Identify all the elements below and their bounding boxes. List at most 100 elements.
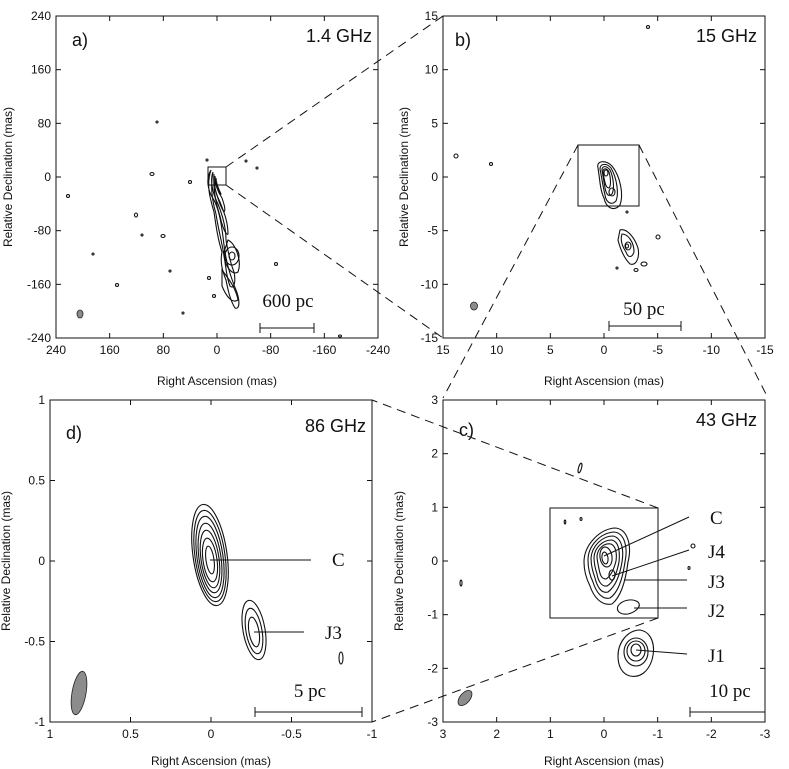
panel-a-y-ticks: 240 160 80 0 -80 -160 -240 — [27, 9, 378, 345]
panel-c-frequency: 43 GHz — [696, 410, 757, 430]
panel-d-ytick-label: -0.5 — [24, 635, 45, 649]
panel-a-xtick-label: -80 — [262, 343, 280, 357]
panel-d-scalebar-label: 5 pc — [294, 681, 326, 702]
panel-c-scalebar-label: 10 pc — [709, 681, 751, 702]
panel-c-label: c) — [459, 420, 474, 440]
panel-c-noise-blobs — [459, 462, 696, 587]
panel-c-y-ticks: 3 2 1 0 -1 -2 -3 — [427, 393, 765, 729]
panel-d: 1 0.5 0 -0.5 -1 1 0.5 0 -0.5 -1 d) 86 GHz Right … — [0, 393, 378, 768]
panel-b-zoom-box — [577, 144, 640, 207]
panel-c-ytick-label: -1 — [427, 608, 438, 622]
panel-b-label: b) — [455, 30, 471, 50]
panel-b-ytick-label: -10 — [421, 277, 439, 291]
panel-d-j3-contours — [241, 599, 267, 661]
panel-d-xlabel: Right Ascension (mas) — [151, 754, 271, 768]
panel-c-ytick-label: -3 — [427, 715, 438, 729]
zoom-connectors — [225, 15, 769, 723]
panel-b-ytick-label: 5 — [431, 116, 438, 130]
panel-d-ytick-label: 0.5 — [28, 474, 45, 488]
panel-a-frequency: 1.4 GHz — [306, 26, 372, 46]
panel-a-x-ticks: 240 160 80 0 -80 -160 -240 — [46, 16, 390, 357]
panel-a-ytick-label: 80 — [38, 116, 52, 130]
panel-d-ytick-label: -1 — [34, 715, 45, 729]
panel-b-xtick-label: 5 — [547, 343, 554, 357]
panel-c-ytick-label: 3 — [431, 393, 438, 407]
panel-c-leader-c — [603, 516, 690, 557]
panel-d-core-contours — [191, 503, 229, 607]
panel-d-xtick-label: -0.5 — [281, 727, 302, 741]
panel-b-xtick-label: 10 — [490, 343, 504, 357]
panel-c-xtick-label: -2 — [706, 727, 717, 741]
panel-a-ylabel: Relative Declination (mas) — [1, 107, 15, 247]
panel-d-noise-blob — [338, 651, 344, 665]
panel-c-core-contours — [583, 527, 631, 605]
panel-a-ytick-label: -160 — [27, 277, 51, 291]
panel-d-xtick-label: 0 — [208, 727, 215, 741]
panel-a-xtick-label: 160 — [100, 343, 120, 357]
panel-d-ytick-label: 1 — [38, 393, 45, 407]
connector-c-to-d-bottom — [371, 617, 659, 723]
panel-a-ytick-label: 160 — [31, 63, 51, 77]
panel-c-j2-contours — [616, 599, 640, 615]
panel-d-frequency: 86 GHz — [305, 416, 366, 436]
panel-a-beam — [76, 309, 84, 319]
panel-b-xtick-label: 15 — [436, 343, 450, 357]
panel-d-y-ticks: 1 0.5 0 -0.5 -1 — [24, 393, 372, 729]
panel-d-label: d) — [66, 423, 82, 443]
panel-b-xtick-label: -10 — [703, 343, 721, 357]
panel-c-xtick-label: -3 — [760, 727, 771, 741]
panel-b-x-ticks: 15 10 5 0 -5 -10 -15 — [436, 16, 774, 357]
panel-b-ylabel: Relative Declination (mas) — [397, 107, 411, 247]
panel-c-xtick-label: 3 — [440, 727, 447, 741]
panel-c-zoom-box — [549, 507, 659, 619]
panel-a-frame — [55, 15, 379, 339]
panel-c-beam — [457, 689, 473, 707]
panel-b-noise-blobs — [453, 24, 661, 270]
panel-b-ytick-label: -15 — [421, 331, 439, 345]
panel-c-xtick-label: 2 — [493, 727, 500, 741]
panel-b-xtick-label: -15 — [756, 343, 774, 357]
panel-d-frame — [49, 399, 373, 723]
connector-c-to-d-top — [371, 399, 659, 509]
panel-d-component-c: C — [332, 550, 345, 571]
panel-a-ytick-label: 240 — [31, 9, 51, 23]
panel-a-ytick-label: -240 — [27, 331, 51, 345]
panel-b-frequency: 15 GHz — [696, 26, 757, 46]
panel-a-scalebar-label: 600 pc — [262, 291, 313, 312]
panel-c-ytick-label: 0 — [431, 554, 438, 568]
panel-d-ytick-label: 0 — [38, 554, 45, 568]
panel-a-noise-blobs — [65, 120, 343, 338]
panel-a-xtick-label: 80 — [157, 343, 171, 357]
panel-c-j1-contours — [617, 629, 655, 677]
panel-c-xtick-label: 1 — [547, 727, 554, 741]
panel-a-xtick-label: -240 — [366, 343, 390, 357]
panel-b-scalebar-label: 50 pc — [623, 299, 665, 320]
panel-a: 240 160 80 0 -80 -160 -240 240 160 80 0 -80 -160 -24… — [1, 9, 390, 388]
panel-c-component-c: C — [710, 508, 723, 529]
panel-a-xtick-label: 240 — [46, 343, 66, 357]
panel-b-xlabel: Right Ascension (mas) — [544, 374, 664, 388]
panel-c-xtick-label: 0 — [601, 727, 608, 741]
panel-c-leader-j4 — [611, 549, 690, 577]
panel-c-xtick-label: -1 — [652, 727, 663, 741]
panel-d-beam — [70, 670, 88, 716]
panel-c-component-j2: J2 — [708, 601, 725, 622]
connector-b-to-c-right — [638, 144, 769, 399]
panel-d-xtick-label: 1 — [47, 727, 54, 741]
panel-b-ytick-label: 10 — [425, 63, 439, 77]
panel-c-ytick-label: 2 — [431, 447, 438, 461]
panel-b-ytick-label: 0 — [431, 170, 438, 184]
panel-d-xtick-label: -1 — [367, 727, 378, 741]
panel-b-ytick-label: 15 — [425, 9, 439, 23]
panel-a-xtick-label: -160 — [312, 343, 336, 357]
panel-c-ytick-label: -2 — [427, 661, 438, 675]
panel-b-contours — [597, 161, 648, 273]
panel-a-xtick-label: 0 — [214, 343, 221, 357]
panel-c-component-j1: J1 — [708, 646, 725, 667]
panel-d-x-ticks: 1 0.5 0 -0.5 -1 — [47, 400, 378, 741]
panel-c-ytick-label: 1 — [431, 500, 438, 514]
panel-a-zoom-box — [207, 166, 227, 186]
panel-c-xlabel: Right Ascension (mas) — [544, 754, 664, 768]
panel-a-xlabel: Right Ascension (mas) — [157, 374, 277, 388]
